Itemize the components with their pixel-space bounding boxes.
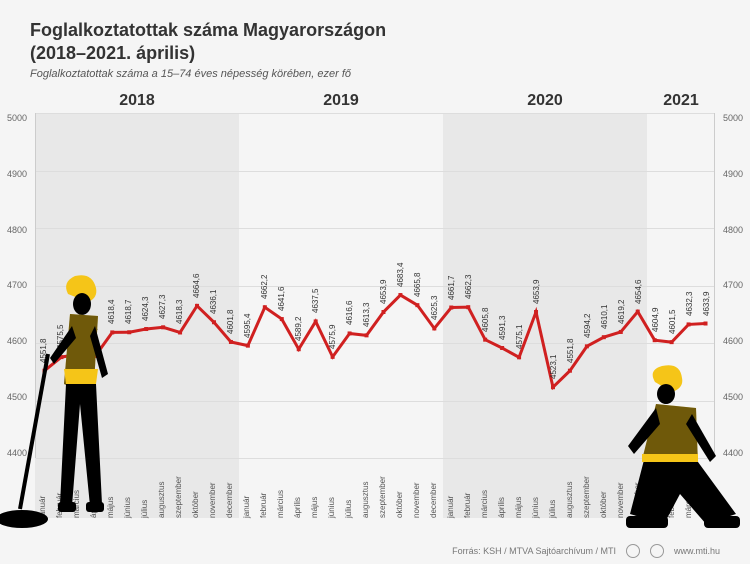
month-label: november bbox=[208, 482, 217, 518]
value-label: 4523,1 bbox=[549, 355, 558, 379]
value-label: 4575,1 bbox=[515, 325, 524, 349]
value-label: 4632,3 bbox=[685, 292, 694, 316]
month-label: augusztus bbox=[361, 482, 370, 518]
month-label: február bbox=[259, 493, 268, 518]
value-label: 4601,5 bbox=[668, 310, 677, 334]
value-label: 4664,6 bbox=[192, 273, 201, 297]
value-label: 4627,3 bbox=[158, 295, 167, 319]
value-label: 4637,5 bbox=[311, 289, 320, 313]
value-label: 4653,9 bbox=[532, 280, 541, 304]
value-label: 4610,1 bbox=[600, 305, 609, 329]
month-label: július bbox=[344, 500, 353, 518]
value-label: 4575,9 bbox=[328, 324, 337, 348]
month-label: január bbox=[242, 496, 251, 518]
value-label: 4605,8 bbox=[481, 307, 490, 331]
month-label: július bbox=[548, 500, 557, 518]
footer-source: Forrás: KSH / MTVA Sajtóarchívum / MTI bbox=[452, 546, 616, 556]
month-label: május bbox=[310, 497, 319, 518]
value-label: 4624,3 bbox=[141, 297, 150, 321]
month-label: június bbox=[327, 497, 336, 518]
chart-area: 2018201920202021 50004900480047004600450… bbox=[35, 88, 715, 518]
value-label: 4551,8 bbox=[566, 338, 575, 362]
month-label: március bbox=[480, 490, 489, 518]
month-label: szeptember bbox=[174, 476, 183, 518]
plot-region: 4551,84575,54580,44577,54618,44618,74624… bbox=[35, 113, 715, 458]
footer-icon-1 bbox=[626, 544, 640, 558]
month-label: április bbox=[497, 497, 506, 518]
month-label: december bbox=[225, 482, 234, 518]
month-label: november bbox=[412, 482, 421, 518]
month-label: október bbox=[599, 491, 608, 518]
value-label: 4619,2 bbox=[617, 300, 626, 324]
month-label: február bbox=[463, 493, 472, 518]
value-label: 4633,9 bbox=[702, 291, 711, 315]
chart-title-1: Foglalkoztatottak száma Magyarországon bbox=[30, 20, 720, 41]
value-label: 4683,4 bbox=[396, 263, 405, 287]
value-label: 4595,4 bbox=[243, 313, 252, 337]
value-label: 4654,6 bbox=[634, 279, 643, 303]
value-label: 4661,7 bbox=[447, 275, 456, 299]
value-label: 4604,9 bbox=[651, 308, 660, 332]
year-label: 2021 bbox=[647, 88, 715, 113]
month-label: szeptember bbox=[582, 476, 591, 518]
value-label: 4665,8 bbox=[413, 273, 422, 297]
month-label: január bbox=[446, 496, 455, 518]
line-series bbox=[36, 113, 714, 458]
value-label: 4594,2 bbox=[583, 314, 592, 338]
year-label: 2020 bbox=[443, 88, 647, 113]
month-label: július bbox=[140, 500, 149, 518]
value-label: 4591,3 bbox=[498, 316, 507, 340]
value-label: 4613,3 bbox=[362, 303, 371, 327]
month-label: április bbox=[293, 497, 302, 518]
worker-left-illustration bbox=[0, 254, 130, 534]
worker-right-illustration bbox=[620, 364, 750, 534]
month-label: szeptember bbox=[378, 476, 387, 518]
chart-title-2: (2018–2021. április) bbox=[30, 43, 720, 64]
month-label: december bbox=[429, 482, 438, 518]
month-label: október bbox=[395, 491, 404, 518]
month-label: október bbox=[191, 491, 200, 518]
value-label: 4601,8 bbox=[226, 310, 235, 334]
month-label: június bbox=[531, 497, 540, 518]
value-label: 4625,3 bbox=[430, 296, 439, 320]
value-label: 4662,3 bbox=[464, 275, 473, 299]
month-label: augusztus bbox=[565, 482, 574, 518]
footer-site: www.mti.hu bbox=[674, 546, 720, 556]
footer-icon-2 bbox=[650, 544, 664, 558]
value-label: 4589,2 bbox=[294, 317, 303, 341]
x-axis-labels: január február március április május június jú… bbox=[35, 458, 715, 518]
value-label: 4618,3 bbox=[175, 300, 184, 324]
value-label: 4641,6 bbox=[277, 287, 286, 311]
value-label: 4653,9 bbox=[379, 280, 388, 304]
month-label: augusztus bbox=[157, 482, 166, 518]
value-label: 4616,6 bbox=[345, 301, 354, 325]
value-label: 4636,1 bbox=[209, 290, 218, 314]
footer: Forrás: KSH / MTVA Sajtóarchívum / MTI w… bbox=[452, 544, 720, 558]
year-label: 2019 bbox=[239, 88, 443, 113]
year-label: 2018 bbox=[35, 88, 239, 113]
month-label: március bbox=[276, 490, 285, 518]
chart-description: Foglalkoztatottak száma a 15–74 éves nép… bbox=[30, 68, 720, 80]
month-label: május bbox=[514, 497, 523, 518]
value-label: 4662,2 bbox=[260, 275, 269, 299]
